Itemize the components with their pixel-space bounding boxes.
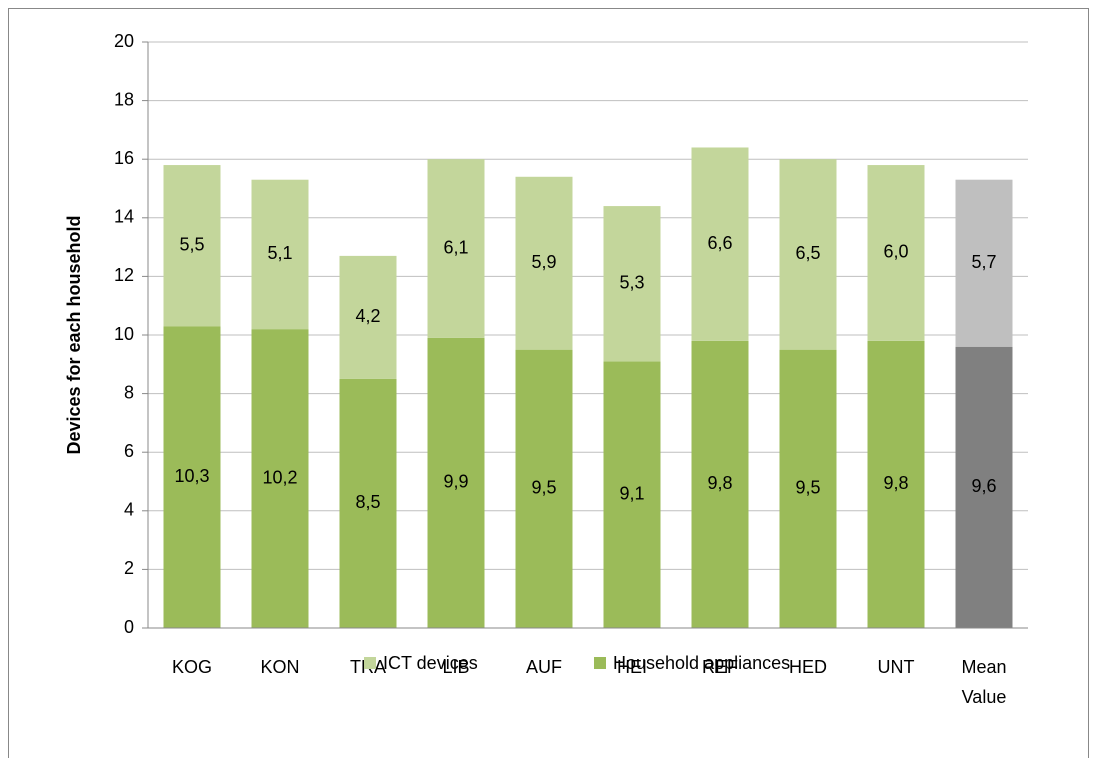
x-tick-label: HED — [789, 657, 827, 677]
y-tick-label: 4 — [124, 500, 134, 520]
value-label: 8,5 — [355, 492, 380, 512]
value-label: 6,0 — [883, 242, 908, 262]
value-label: 5,3 — [619, 272, 644, 292]
value-label: 5,1 — [267, 243, 292, 263]
value-label: 6,5 — [795, 243, 820, 263]
y-tick-label: 0 — [124, 617, 134, 637]
value-label: 9,5 — [531, 478, 556, 498]
x-tick-label: REF — [702, 657, 738, 677]
y-axis-title: Devices for each household — [64, 215, 84, 454]
bar-segment — [515, 176, 573, 350]
bar-segment — [955, 179, 1013, 347]
bar-segment — [955, 346, 1013, 628]
bar-segment — [867, 165, 925, 341]
bar-segment — [163, 326, 221, 628]
y-tick-label: 20 — [114, 31, 134, 51]
y-tick-label: 12 — [114, 265, 134, 285]
bar-segment — [427, 337, 485, 628]
bar-segment — [339, 378, 397, 628]
x-tick-label: UNT — [878, 657, 915, 677]
bar-segment — [867, 340, 925, 628]
x-tick-label: KOG — [172, 657, 212, 677]
bar-segment — [251, 329, 309, 628]
y-tick-label: 10 — [114, 324, 134, 344]
bar-segment — [603, 361, 661, 628]
value-label: 10,3 — [174, 466, 209, 486]
x-tick-label: AUF — [526, 657, 562, 677]
bar-segment — [603, 206, 661, 362]
value-label: 4,2 — [355, 306, 380, 326]
bar-segment — [251, 179, 309, 330]
y-tick-label: 8 — [124, 382, 134, 402]
value-label: 5,5 — [179, 234, 204, 254]
value-label: 9,1 — [619, 483, 644, 503]
value-label: 6,1 — [443, 237, 468, 257]
bar-segment — [339, 255, 397, 379]
frame — [8, 8, 1089, 758]
legend-swatch — [594, 657, 606, 669]
bar-segment — [163, 165, 221, 327]
value-label: 9,6 — [971, 476, 996, 496]
x-tick-label: KON — [260, 657, 299, 677]
bar-segment — [691, 147, 749, 341]
value-label: 9,5 — [795, 478, 820, 498]
value-label: 10,2 — [262, 467, 297, 487]
legend-label: Household appliances — [613, 653, 790, 673]
y-tick-label: 6 — [124, 441, 134, 461]
bar-segment — [427, 159, 485, 338]
y-tick-label: 18 — [114, 89, 134, 109]
value-label: 9,8 — [707, 473, 732, 493]
bar-segment — [779, 349, 837, 628]
value-label: 5,7 — [971, 252, 996, 272]
x-tick-label: Mean Value — [961, 657, 1006, 707]
bar-segment — [779, 159, 837, 350]
y-tick-label: 14 — [114, 207, 134, 227]
value-label: 9,8 — [883, 473, 908, 493]
value-label: 9,9 — [443, 472, 468, 492]
legend-swatch — [364, 657, 376, 669]
value-label: 5,9 — [531, 252, 556, 272]
value-label: 6,6 — [707, 233, 732, 253]
y-tick-label: 16 — [114, 148, 134, 168]
legend-label: ICT devices — [383, 653, 478, 673]
x-tick-label: LIB — [442, 657, 469, 677]
bar-segment — [691, 340, 749, 628]
bar-segment — [515, 349, 573, 628]
x-tick-label: HEI — [617, 657, 647, 677]
y-tick-label: 2 — [124, 558, 134, 578]
